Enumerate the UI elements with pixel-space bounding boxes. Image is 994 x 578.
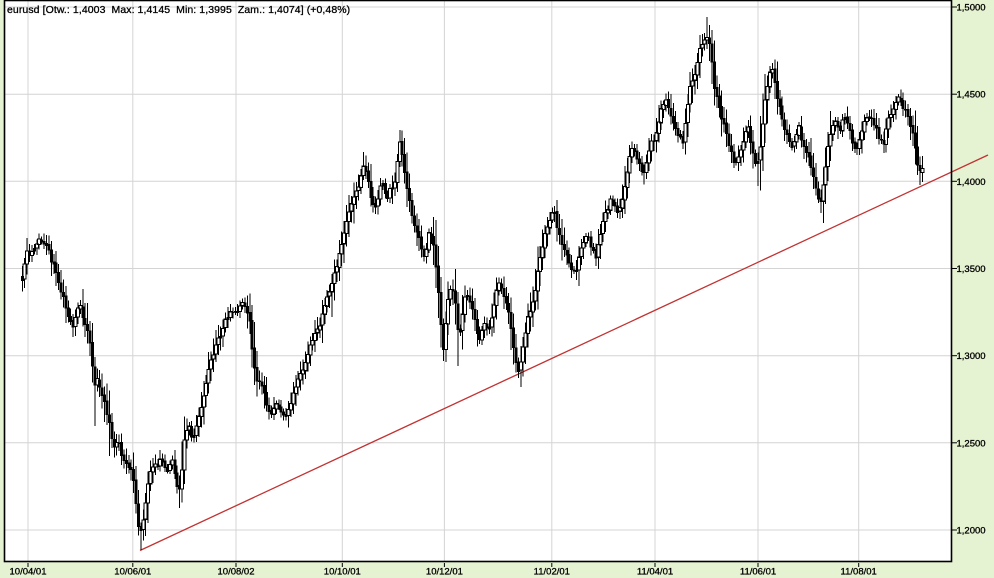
svg-text:1,2000: 1,2000	[957, 526, 986, 537]
svg-text:11/04/01: 11/04/01	[637, 567, 673, 578]
svg-text:10/06/01: 10/06/01	[114, 567, 151, 578]
svg-text:1,4500: 1,4500	[957, 90, 986, 101]
svg-text:eurusd [Otw.: 1,4003 Max: 1,4: eurusd [Otw.: 1,4003 Max: 1,4145 Min: 1,…	[7, 4, 350, 16]
svg-text:1,4000: 1,4000	[957, 177, 986, 188]
svg-text:11/08/01: 11/08/01	[841, 567, 877, 578]
svg-text:11/02/01: 11/02/01	[534, 567, 570, 578]
svg-text:10/08/02: 10/08/02	[218, 567, 255, 578]
svg-text:10/04/01: 10/04/01	[10, 567, 47, 578]
svg-text:1,3000: 1,3000	[957, 351, 986, 362]
svg-text:11/06/01: 11/06/01	[740, 567, 776, 578]
svg-text:1,2500: 1,2500	[957, 438, 986, 449]
svg-text:10/10/01: 10/10/01	[324, 567, 361, 578]
svg-text:1,5000: 1,5000	[957, 3, 986, 14]
svg-text:1,3500: 1,3500	[957, 264, 986, 275]
svg-text:10/12/01: 10/12/01	[426, 567, 463, 578]
